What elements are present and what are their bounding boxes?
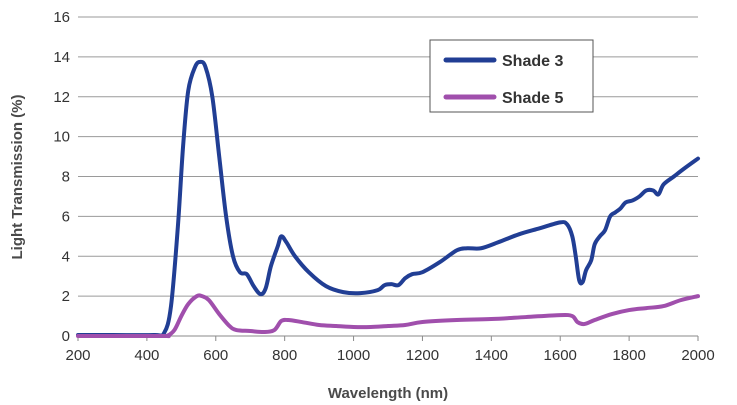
x-tick-label: 1200 [406, 347, 439, 364]
y-tick-label: 6 [62, 208, 70, 225]
x-tick-label: 1600 [544, 347, 577, 364]
x-tick-label: 800 [272, 347, 297, 364]
x-tick-label: 200 [65, 347, 90, 364]
y-tick-label: 8 [62, 169, 70, 186]
x-axis-title: Wavelength (nm) [328, 385, 448, 402]
x-tick-label: 400 [134, 347, 159, 364]
x-tick-label: 1800 [612, 347, 645, 364]
series-line-shade-5 [76, 293, 700, 339]
legend-label-shade-5: Shade 5 [502, 90, 563, 107]
legend-label-shade-3: Shade 3 [502, 53, 563, 70]
series-line-shade-3 [76, 59, 700, 338]
y-tick-label: 12 [53, 89, 70, 106]
legend-box [429, 39, 594, 113]
x-tick-label: 1400 [475, 347, 508, 364]
y-tick-label: 4 [62, 248, 70, 265]
legend: Shade 3 Shade 5 [429, 39, 594, 113]
axes [77, 335, 699, 341]
y-tick-label: 16 [53, 9, 70, 26]
gridlines [78, 16, 698, 297]
x-tick-label: 2000 [681, 347, 714, 364]
y-tick-label: 14 [53, 49, 70, 66]
y-axis-title: Light Transmission (%) [9, 94, 26, 259]
y-tick-label: 10 [53, 129, 70, 146]
x-tick-label: 1000 [337, 347, 370, 364]
tick-labels: 0 2 4 6 8 10 12 14 16 200 400 600 800 1000 1200 1400 160… [53, 9, 714, 364]
series-lines [76, 59, 700, 339]
y-tick-label: 0 [62, 328, 70, 345]
x-tick-label: 600 [203, 347, 228, 364]
y-tick-label: 2 [62, 288, 70, 305]
